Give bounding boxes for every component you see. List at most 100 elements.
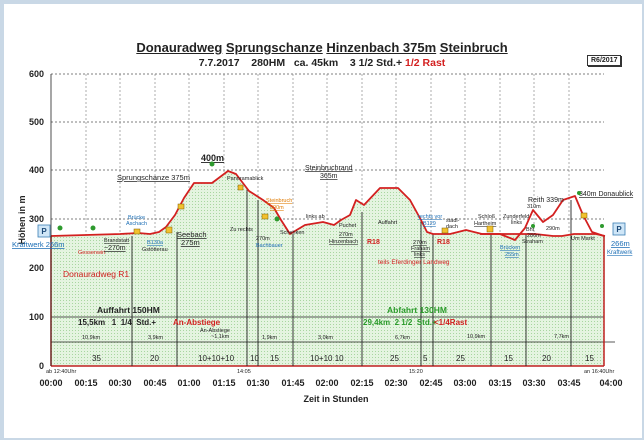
reith-label: Reith 339m [528, 197, 564, 204]
an-abstiege-label: An-Abstiege [200, 328, 230, 334]
hinzenbach-elev: 270m [339, 232, 353, 238]
duration-3: 10+10+10 [198, 354, 235, 363]
xtick: 02:45 [419, 378, 442, 388]
tree-icons [57, 161, 604, 231]
ascent-summary-title: Auffahrt 150HM [97, 305, 160, 315]
r18-label-1: R18 [367, 239, 380, 246]
chart-subtitle: 7.7.2017 280HM ca. 45km 3 1/2 Std.+ 1/2 … [0, 57, 644, 69]
xtick: 02:30 [384, 378, 407, 388]
ytick-500: 500 [29, 117, 44, 127]
segment-durations: 35 20 10+10+10 10 15 10+10 10 25 5 25 15… [92, 354, 594, 363]
steinbruchrand-label: Steinbruchrand [305, 165, 353, 172]
xtick: 00:45 [143, 378, 166, 388]
dach-label: dach [446, 224, 458, 230]
ytick-600: 600 [29, 69, 44, 79]
low-270-label: 270m [256, 236, 270, 242]
xtick: 00:30 [108, 378, 131, 388]
b129-label: B129 [423, 221, 436, 227]
gstoetterau-label: Gstötterau [142, 247, 168, 253]
title-part-1: Donauradweg [136, 40, 223, 55]
panoramablick-label: Panoramablick [227, 176, 264, 182]
start-time-note: ab 12:40Uhr [46, 369, 76, 375]
peak-label: 400m [201, 153, 224, 163]
end-time-note: an 16:40Uhr [584, 369, 614, 375]
xtick: 03:00 [453, 378, 476, 388]
xtick: 01:15 [212, 378, 235, 388]
an-abstiege-distance: ~1,1km [211, 334, 230, 340]
xtick: 01:00 [177, 378, 200, 388]
descent-detail: 29,4km 2 1/2 Std.+ [363, 318, 437, 327]
hinzenbach-label: Hinzenbach [329, 239, 358, 245]
sprungschanze-label: Sprungschanze 375m [117, 173, 190, 182]
duration-6: 10+10 10 [310, 354, 344, 363]
duration-5: 15 [270, 354, 279, 363]
svg-text:P: P [41, 227, 47, 236]
chart-title: Donauradweg Sprungschanze Hinzenbach 375… [0, 40, 644, 55]
links-ab-label: links ab [306, 214, 325, 220]
ytick-100: 100 [29, 312, 44, 322]
bhf-elev: 286m [527, 233, 541, 239]
seebach-label: Seebach [177, 230, 207, 239]
elevation-line [50, 170, 606, 237]
segment-separators [131, 190, 572, 366]
auffahrt-small-label: Auffahrt [378, 220, 398, 226]
segment-distances: 10,9km 3,9km 1,9km 3,0km 6,7km 10,9km 7,… [82, 334, 569, 341]
bhf-label: Bhf [526, 227, 535, 233]
ytick-300: 300 [29, 214, 44, 224]
kraftwerk-end-elev: 266m [611, 239, 630, 248]
subtitle-main: 7.7.2017 280HM ca. 45km 3 1/2 Std.+ [198, 57, 406, 69]
title-part-3: Hinzenbach 375m [326, 40, 437, 55]
duration-7: 25 [390, 354, 399, 363]
duration-11: 20 [542, 354, 551, 363]
duration-12: 15 [585, 354, 594, 363]
time-note-2: 15:20 [409, 369, 423, 375]
um-markt-label: Um Markt [571, 236, 595, 242]
distance-7: 7,7km [554, 334, 569, 340]
donaublick-label: 340m Donaublick [579, 191, 634, 198]
ytick-400: 400 [29, 165, 44, 175]
xtick: 02:00 [315, 378, 338, 388]
kraftwerk-start-label: Kraftwerk 266m [12, 240, 65, 249]
zu-rechts-label: Zu rechts [230, 227, 253, 233]
steinbruch-elev: 300m [270, 205, 284, 211]
duration-10: 15 [504, 354, 513, 363]
point-310-label: 310m [527, 204, 541, 210]
efferdinger-label: teils Eferdinger Landweg [378, 259, 450, 266]
y-axis: 0 100 200 300 400 500 600 Höhen in m [17, 69, 52, 371]
xtick: 01:30 [246, 378, 269, 388]
route-labels: Kraftwerk 266m 266m Kraftwerk Gessenwirt… [12, 153, 634, 279]
xtick: 02:15 [350, 378, 373, 388]
aschach-label: Aschach [126, 221, 147, 227]
puchet-label: Puchet [339, 223, 357, 229]
zunderfeld-links-label: links [511, 220, 522, 226]
fraham-label: Fraham [411, 246, 430, 252]
distance-2: 3,9km [148, 335, 163, 341]
bruecken-label: Brücken [500, 245, 520, 251]
bruecken-elev: 255m [505, 252, 519, 258]
duration-4: 10 [250, 354, 259, 363]
subtitle-rest: 1/2 Rast [405, 57, 446, 69]
xtick: 00:00 [39, 378, 62, 388]
xtick: 03:15 [488, 378, 511, 388]
distance-6: 10,9km [467, 334, 485, 340]
distance-4: 3,0km [318, 335, 333, 341]
title-part-4: Steinbruch [439, 40, 508, 55]
schenken-label: Schenken [280, 230, 304, 236]
steinbruchrand-elev: 365m [320, 173, 338, 180]
parking-icon-right: P [612, 222, 626, 236]
descent-rest: <1/4Rast [434, 318, 467, 327]
ascent-rest: An-Abstiege [173, 318, 221, 327]
steinbruch-label: Steinbruch [266, 198, 292, 204]
seebach-elev: 275m [181, 238, 200, 247]
r18-label-2: R18 [437, 239, 450, 246]
fraham-elev: 270m [413, 240, 427, 246]
b130a-label: B130a [147, 240, 164, 246]
distance-1: 10,9km [82, 335, 100, 341]
svg-text:P: P [616, 225, 622, 234]
hut-icons [133, 184, 588, 235]
brandstatt-elev: ~270m [104, 245, 126, 252]
links-label: links [414, 252, 425, 258]
stadl-label: stadl- [446, 218, 460, 224]
summary-texts: Auffahrt 150HM 15,5km 1 1/4 Std.+ An-Abs… [78, 305, 467, 340]
